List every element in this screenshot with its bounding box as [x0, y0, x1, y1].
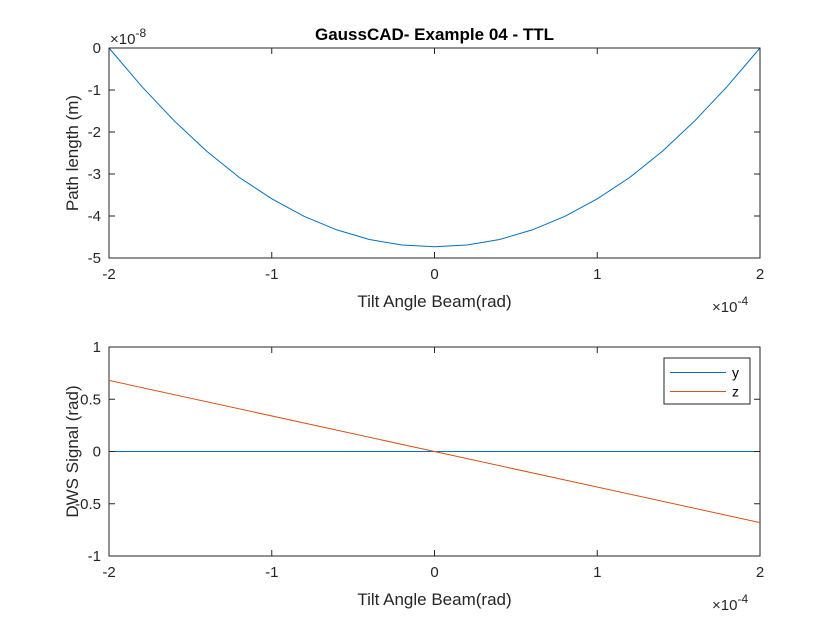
legend[interactable]: yz	[663, 357, 751, 405]
bottom-y-axis-label: DWS Signal (rad)	[63, 385, 82, 517]
x-tick-label: 0	[430, 266, 438, 283]
y-tick-label: -1	[88, 82, 101, 99]
bottom-x-axis-label: Tilt Angle Beam(rad)	[357, 590, 511, 609]
series-line-1	[108, 47, 761, 248]
top-axes-box	[108, 47, 761, 259]
y-tick-label: 0.5	[80, 391, 101, 408]
x-tick-label: -2	[102, 564, 115, 581]
top-axes: -2 -1 0 1 2 -5 -4 -3 -2 -1 0 GaussCAD- Example 04 …	[63, 25, 764, 316]
top-x-axis-label: Tilt Angle Beam(rad)	[357, 292, 511, 311]
top-axes-ticks: -2 -1 0 1 2 -5 -4 -3 -2 -1 0	[88, 40, 765, 283]
x-tick-label: 2	[756, 266, 764, 283]
y-tick-label: -1	[88, 548, 101, 565]
x-tick-label: -1	[265, 266, 278, 283]
top-x-multiplier: ×10-4	[712, 294, 748, 316]
y-tick-label: -0.5	[75, 496, 101, 513]
bottom-x-multiplier: ×10-4	[712, 592, 748, 614]
top-axes-marks	[108, 47, 761, 248]
x-tick-label: -2	[102, 266, 115, 283]
bottom-axes-marks	[108, 379, 761, 524]
bottom-axes: -2 -1 0 1 2-1-0.500.51 Tilt Angle Beam(rad) …	[63, 339, 764, 614]
y-tick-label: -3	[88, 166, 101, 183]
x-tick-label: 0	[430, 564, 438, 581]
y-tick-label: -5	[88, 250, 101, 267]
bottom-axes-ticks: -2 -1 0 1 2-1-0.500.51	[75, 339, 764, 581]
x-tick-label: 2	[756, 564, 764, 581]
legend-box	[663, 357, 751, 405]
y-tick-label: 0	[93, 444, 101, 461]
y-tick-label: -4	[88, 208, 101, 225]
y-tick-label: 0	[93, 40, 101, 57]
legend-label-y: y	[732, 365, 739, 381]
x-tick-label: -1	[265, 564, 278, 581]
x-tick-label: 1	[593, 266, 601, 283]
series-line-z	[108, 379, 761, 524]
top-y-multiplier: ×10-8	[110, 26, 146, 48]
y-tick-label: 1	[93, 339, 101, 356]
chart-title: GaussCAD- Example 04 - TTL	[315, 25, 554, 44]
legend-label-z: z	[732, 384, 739, 400]
x-tick-label: 1	[593, 564, 601, 581]
y-tick-label: -2	[88, 124, 101, 141]
top-y-axis-label: Path length (m)	[63, 95, 82, 211]
